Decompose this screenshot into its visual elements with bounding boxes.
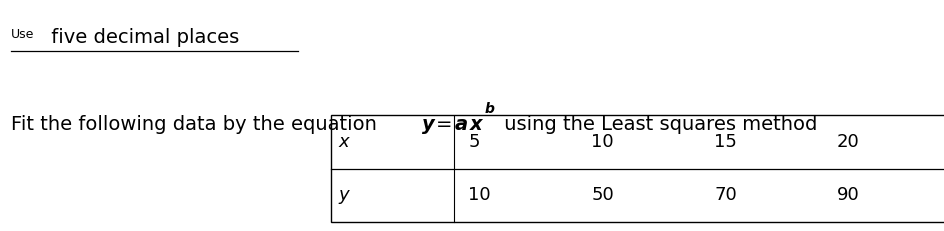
Text: 5: 5 — [468, 133, 480, 151]
Text: y: y — [422, 116, 434, 134]
Text: =: = — [435, 116, 458, 134]
Text: 10: 10 — [591, 133, 614, 151]
Text: 10: 10 — [468, 186, 491, 204]
Text: x: x — [469, 116, 481, 134]
Text: 50: 50 — [591, 186, 614, 204]
Text: 20: 20 — [836, 133, 859, 151]
Text: five decimal places: five decimal places — [45, 28, 240, 47]
Text: Fit the following data by the equation: Fit the following data by the equation — [11, 116, 383, 134]
Text: a: a — [454, 116, 467, 134]
Text: using the Least squares method: using the Least squares method — [497, 116, 817, 134]
Text: Use: Use — [11, 28, 35, 41]
Text: x: x — [338, 133, 348, 151]
Text: 70: 70 — [714, 186, 736, 204]
Text: y: y — [338, 186, 348, 204]
Text: 15: 15 — [714, 133, 736, 151]
Text: b: b — [484, 102, 494, 116]
Text: 90: 90 — [836, 186, 859, 204]
